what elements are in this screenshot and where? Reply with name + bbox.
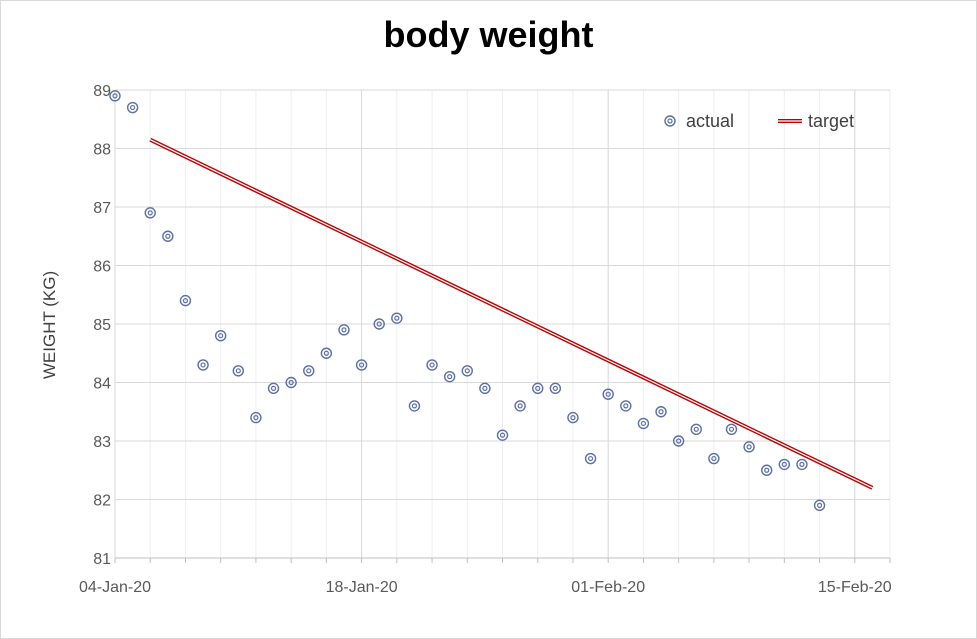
legend-actual-marker [664, 115, 676, 127]
target-line-inner [149, 139, 873, 489]
grid-lines [114, 89, 891, 559]
data-point [408, 400, 421, 412]
x-tick-label: 01-Feb-20 [571, 579, 645, 596]
y-tick-label: 82 [93, 493, 111, 510]
data-point [620, 400, 632, 412]
data-point [214, 330, 227, 342]
data-point [655, 406, 667, 418]
data-point [162, 230, 174, 242]
data-point [426, 359, 438, 371]
data-point [179, 294, 192, 307]
data-point [584, 452, 597, 465]
chart-title: body weight [383, 14, 594, 55]
data-point [602, 388, 614, 400]
actual-series [109, 90, 826, 512]
y-tick-label: 87 [93, 200, 111, 217]
data-point [690, 423, 702, 435]
data-point [109, 90, 121, 102]
data-point [672, 435, 685, 447]
data-point [250, 411, 262, 424]
legend-target-label: target [808, 111, 854, 131]
data-point [761, 464, 773, 476]
data-point [285, 376, 297, 389]
data-point [743, 441, 755, 453]
data-point [813, 499, 826, 512]
data-point [514, 400, 526, 412]
data-point [637, 417, 650, 430]
data-point [443, 370, 456, 383]
x-tick-label: 04-Jan-20 [79, 579, 151, 596]
y-tick-label: 89 [93, 83, 111, 100]
axes [114, 557, 891, 563]
data-point [355, 359, 368, 371]
data-point [496, 429, 509, 441]
data-point [144, 207, 156, 219]
legend-actual-label: actual [686, 111, 734, 131]
y-tick-label: 83 [93, 434, 111, 451]
data-point [479, 382, 491, 395]
data-point [267, 382, 280, 395]
legend: actual target [664, 111, 854, 131]
data-point [232, 365, 244, 377]
data-point [391, 312, 403, 324]
x-tick-labels: 04-Jan-20 18-Jan-20 01-Feb-20 15-Feb-20 [79, 579, 892, 596]
data-point [549, 382, 562, 395]
data-point [567, 411, 579, 424]
data-point [338, 324, 350, 336]
data-point [708, 452, 720, 465]
y-tick-label: 84 [93, 376, 111, 393]
data-point [197, 359, 209, 371]
x-tick-label: 15-Feb-20 [818, 579, 892, 596]
y-tick-label: 85 [93, 317, 111, 334]
data-point [126, 101, 139, 114]
y-tick-label: 86 [93, 259, 111, 276]
target-series [149, 137, 874, 490]
data-point [532, 382, 544, 395]
data-point [725, 423, 738, 435]
data-point [320, 347, 333, 359]
y-tick-label: 88 [93, 142, 111, 159]
data-point [373, 318, 385, 330]
data-point [778, 458, 791, 471]
data-point [796, 458, 808, 471]
y-axis-label: WEIGHT (KG) [40, 271, 59, 379]
y-tick-labels: 81 82 83 84 85 86 87 88 89 [93, 83, 111, 568]
data-point [303, 365, 315, 377]
x-tick-label: 18-Jan-20 [326, 579, 398, 596]
data-point [461, 365, 473, 377]
y-tick-label: 81 [93, 551, 111, 568]
